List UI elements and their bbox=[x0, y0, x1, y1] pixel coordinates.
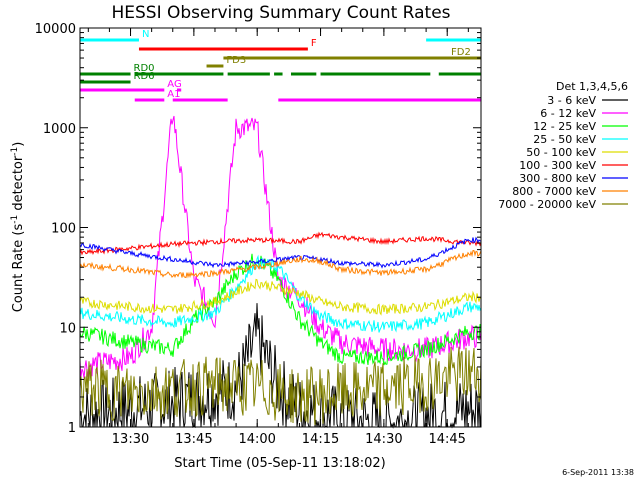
flag-label: FD2 bbox=[451, 47, 471, 58]
x-tick-label: 14:15 bbox=[302, 432, 339, 447]
legend-entry: 6 - 12 keV bbox=[540, 107, 596, 120]
y-axis-label-sup1: -1 bbox=[10, 215, 20, 224]
x-tick-label: 14:00 bbox=[238, 432, 275, 447]
y-axis-label: Count Rate (s-1 detector-1) bbox=[10, 142, 26, 313]
x-axis-label: Start Time (05-Sep-11 13:18:02) bbox=[174, 456, 385, 471]
x-tick-label: 13:30 bbox=[112, 432, 149, 447]
flag-label: A1 bbox=[167, 89, 180, 100]
flag-label: RD6 bbox=[134, 71, 155, 82]
flag-label: RD0 bbox=[134, 63, 155, 74]
y-tick-label: 100 bbox=[51, 222, 76, 237]
y-axis-label-mid: detector bbox=[11, 155, 26, 215]
y-tick-label: 10 bbox=[59, 321, 76, 336]
y-tick-label: 10000 bbox=[35, 22, 76, 37]
legend-entry: 300 - 800 keV bbox=[519, 172, 596, 185]
chart-title: HESSI Observing Summary Count Rates bbox=[111, 3, 450, 23]
y-tick-label: 1 bbox=[68, 421, 76, 436]
series-line bbox=[79, 278, 482, 316]
x-tick-label: 14:45 bbox=[428, 432, 465, 447]
legend-title: Det 1,3,4,5,6 bbox=[556, 80, 628, 93]
series-line bbox=[79, 254, 482, 333]
flag-label: FD3 bbox=[226, 55, 246, 66]
legend-entry: 800 - 7000 keV bbox=[512, 185, 596, 198]
y-axis-label-sup2: -1 bbox=[10, 147, 20, 156]
flag-label: AG bbox=[167, 79, 181, 90]
legend-entry: 12 - 25 keV bbox=[533, 120, 596, 133]
axes: 13:30 13:45 14:00 14:15 14:30 14:45 1 10 100 1000… bbox=[35, 22, 481, 447]
legend-entry: 3 - 6 keV bbox=[547, 94, 596, 107]
y-tick-label: 1000 bbox=[43, 122, 76, 137]
x-tick-label: 14:30 bbox=[365, 432, 402, 447]
timestamp: 6-Sep-2011 13:38 bbox=[562, 468, 634, 477]
series-line bbox=[79, 249, 482, 279]
legend-entry: 7000 - 20000 keV bbox=[498, 198, 596, 211]
series-line bbox=[79, 346, 482, 426]
series-layer bbox=[79, 115, 482, 429]
flag-label: F bbox=[311, 38, 317, 49]
x-tick-label: 13:45 bbox=[175, 432, 212, 447]
series-line bbox=[79, 236, 481, 269]
y-axis-label-end: ) bbox=[11, 142, 26, 147]
y-axis-label-base: Count Rate (s bbox=[11, 224, 26, 313]
series-line bbox=[79, 253, 482, 366]
series-line bbox=[79, 115, 482, 379]
legend-entry: 25 - 50 keV bbox=[533, 133, 596, 146]
legend-entry: 100 - 300 keV bbox=[519, 159, 596, 172]
plot-frame bbox=[79, 27, 482, 428]
flag-label: N bbox=[142, 29, 149, 40]
legend-entry: 50 - 100 keV bbox=[526, 146, 596, 159]
series-line bbox=[79, 231, 482, 256]
